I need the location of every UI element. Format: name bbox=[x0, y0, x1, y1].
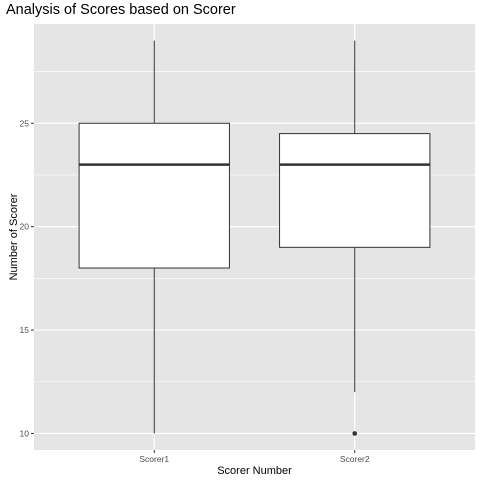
y-axis-label: Number of Scorer bbox=[8, 193, 20, 280]
x-axis: Scorer1 Scorer2 bbox=[139, 450, 370, 464]
x-axis-label: Scorer Number bbox=[217, 465, 292, 477]
x-tick-label: Scorer1 bbox=[139, 454, 169, 464]
box-iqr bbox=[78, 122, 230, 269]
y-tick-label: 10 bbox=[20, 428, 30, 438]
y-tick-label: 15 bbox=[20, 325, 30, 335]
box-scorer1 bbox=[78, 40, 230, 434]
y-axis: 10 15 20 25 bbox=[20, 118, 34, 438]
box-scorer2 bbox=[279, 40, 431, 436]
box-iqr bbox=[279, 133, 431, 248]
chart-title: Analysis of Scores based on Scorer bbox=[6, 2, 236, 18]
boxes bbox=[78, 40, 431, 436]
y-tick-label: 25 bbox=[20, 118, 30, 128]
outlier-point bbox=[352, 431, 358, 436]
x-tick-label: Scorer2 bbox=[340, 454, 370, 464]
y-tick-label: 20 bbox=[20, 222, 30, 232]
